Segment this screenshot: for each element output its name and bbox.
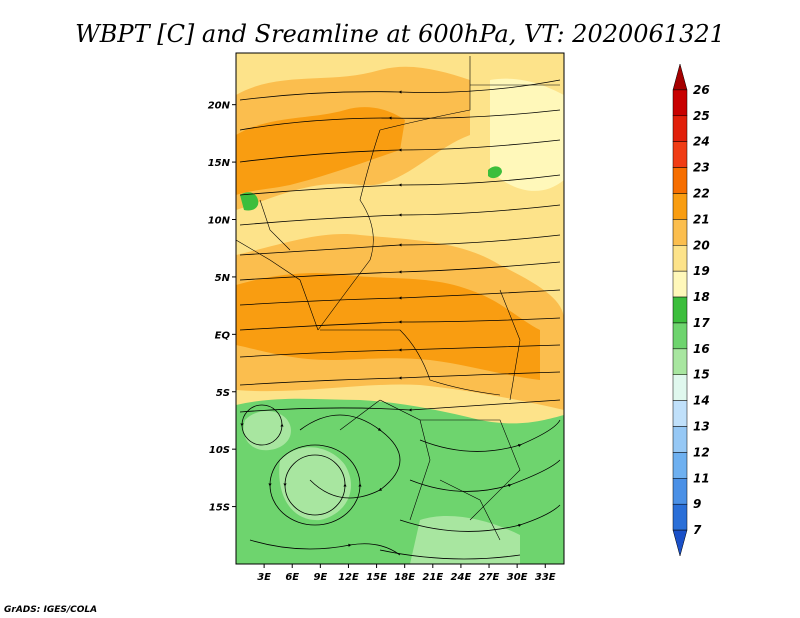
map-frame [235, 52, 565, 565]
colorbar-label: 12 [693, 445, 710, 459]
colorbar-label: 25 [693, 109, 710, 123]
map-panel [236, 53, 564, 564]
x-tick-label: 30E [507, 572, 528, 583]
colorbar-label: 23 [693, 161, 710, 175]
y-tick-label: 5S [216, 388, 230, 399]
y-tick-label: 5N [215, 273, 231, 284]
cool-core-south [279, 447, 351, 521]
x-tick-label: 9E [313, 572, 327, 583]
colorbar-label: 15 [693, 368, 710, 382]
colorbar-swatch [672, 322, 688, 350]
x-tick-label: 18E [394, 572, 415, 583]
colorbar-label: 22 [693, 186, 710, 200]
pale-patch-east [490, 78, 564, 191]
y-tick-label: 10S [209, 445, 230, 456]
colorbar-swatch [672, 245, 688, 272]
colorbar-swatch [672, 193, 688, 220]
x-tick-label: 24E [451, 572, 472, 583]
colorbar-swatch [672, 63, 688, 91]
colorbar-label: 11 [693, 471, 710, 485]
colorbar-swatch [672, 400, 688, 427]
x-tick-label: 3E [257, 572, 271, 583]
colorbar-label: 16 [693, 342, 710, 356]
x-tick-label: 12E [338, 572, 359, 583]
chart-title: WBPT [C] and Sreamline at 600hPa, VT: 20… [75, 20, 725, 48]
x-tick-label: 33E [535, 572, 556, 583]
country-borders [236, 56, 560, 541]
colorbar-swatch [672, 503, 688, 531]
colorbar-label: 26 [693, 83, 710, 97]
core-band-north [236, 107, 405, 195]
colorbar-label: 21 [693, 212, 710, 226]
colorbar-swatch [672, 478, 688, 505]
x-tick-label: 21E [422, 572, 443, 583]
y-axis: 20N 15N 10N 5N EQ 5S 10S 15S [208, 101, 236, 514]
colorbar-swatch [672, 141, 688, 168]
colorbar-swatch [672, 529, 688, 557]
cool-core-southwest [243, 410, 291, 451]
cool-patch-southeast [410, 515, 520, 564]
colorbar-swatch [672, 115, 688, 142]
colorbar-label: 20 [693, 238, 710, 252]
y-tick-label: EQ [215, 330, 231, 341]
colorbar-swatch [672, 374, 688, 401]
colorbar-swatch [672, 270, 688, 298]
cool-patch-east [488, 166, 502, 179]
colorbar-label: 17 [693, 316, 710, 330]
colorbar-swatch [672, 89, 688, 117]
x-axis: 3E 6E 9E 12E 15E 18E 21E 24E 27E 30E 33E [257, 564, 556, 583]
colorbar: 26 25 24 23 22 21 20 19 18 17 16 15 14 13 12 11 9 7 [672, 63, 710, 557]
cool-patch-west [240, 192, 259, 211]
colorbar-swatch [672, 452, 688, 479]
colorbar-swatch [672, 219, 688, 246]
colorbar-swatch [672, 296, 688, 324]
colorbar-label: 18 [693, 290, 710, 304]
colorbar-label: 19 [693, 264, 710, 278]
streamlines [239, 79, 561, 560]
x-tick-label: 27E [479, 572, 500, 583]
colorbar-label: 9 [693, 497, 701, 511]
x-tick-label: 15E [366, 572, 387, 583]
colorbar-label: 13 [693, 420, 710, 434]
colorbar-swatch [672, 426, 688, 453]
x-tick-label: 6E [285, 572, 299, 583]
colorbar-swatch [672, 348, 688, 375]
colorbar-label: 14 [693, 394, 710, 408]
credit-label: GrADS: IGES/COLA [4, 605, 97, 615]
colorbar-label: 24 [693, 135, 710, 149]
colorbar-label: 7 [693, 523, 702, 537]
y-tick-label: 10N [208, 216, 231, 227]
y-tick-label: 15S [209, 503, 230, 514]
y-tick-label: 20N [208, 101, 231, 112]
y-tick-label: 15N [208, 158, 231, 169]
colorbar-swatch [672, 167, 688, 194]
